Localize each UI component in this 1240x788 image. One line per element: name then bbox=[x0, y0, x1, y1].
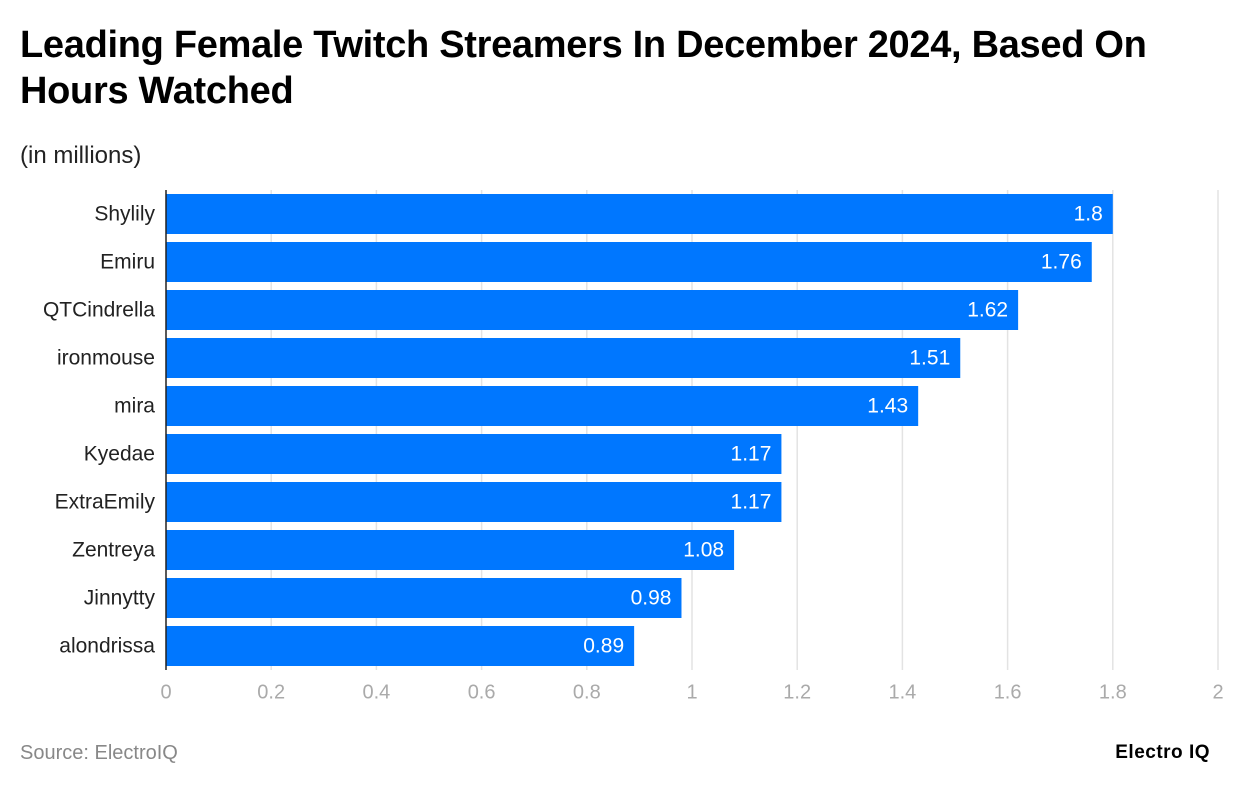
y-tick-label: ironmouse bbox=[57, 347, 155, 370]
data-label: 1.62 bbox=[967, 299, 1008, 322]
y-tick-label: Shylily bbox=[94, 203, 155, 226]
data-label: 1.08 bbox=[683, 539, 724, 562]
brand-logo: Electro IQ bbox=[1115, 742, 1210, 763]
bar bbox=[166, 194, 1113, 234]
y-tick-label: QTCindrella bbox=[43, 299, 155, 322]
x-tick-label: 0 bbox=[160, 681, 171, 703]
chart-title: Leading Female Twitch Streamers In Decem… bbox=[20, 24, 1147, 112]
y-tick-label: mira bbox=[114, 395, 155, 418]
data-label: 0.89 bbox=[583, 635, 624, 658]
data-label: 1.17 bbox=[731, 443, 772, 466]
data-label: 1.76 bbox=[1041, 251, 1082, 274]
data-label: 1.51 bbox=[909, 347, 950, 370]
bar bbox=[166, 242, 1092, 282]
y-tick-label: Kyedae bbox=[84, 443, 155, 466]
chart-subtitle: (in millions) bbox=[20, 142, 142, 169]
y-tick-label: alondrissa bbox=[59, 635, 155, 658]
y-tick-label: Zentreya bbox=[72, 539, 155, 562]
x-tick-label: 2 bbox=[1212, 681, 1223, 703]
bar bbox=[166, 626, 635, 666]
data-label: 1.43 bbox=[867, 395, 908, 418]
data-label: 1.17 bbox=[731, 491, 772, 514]
bar bbox=[166, 434, 782, 474]
x-tick-label: 1.4 bbox=[888, 681, 916, 703]
y-tick-label: ExtraEmily bbox=[55, 491, 156, 514]
x-tick-label: 1.6 bbox=[994, 681, 1022, 703]
x-tick-label: 0.2 bbox=[257, 681, 285, 703]
x-tick-label: 0.6 bbox=[468, 681, 496, 703]
bar bbox=[166, 290, 1019, 330]
bar bbox=[166, 338, 961, 378]
x-tick-label: 1.2 bbox=[783, 681, 811, 703]
y-tick-label: Jinnytty bbox=[84, 587, 156, 610]
x-tick-label: 1.8 bbox=[1099, 681, 1127, 703]
source-note: Source: ElectroIQ bbox=[20, 742, 178, 764]
bar bbox=[166, 386, 919, 426]
x-tick-label: 1 bbox=[686, 681, 697, 703]
x-tick-label: 0.8 bbox=[573, 681, 601, 703]
bar bbox=[166, 482, 782, 522]
y-tick-label: Emiru bbox=[100, 251, 155, 274]
bar bbox=[166, 578, 682, 618]
data-label: 0.98 bbox=[631, 587, 672, 610]
data-label: 1.8 bbox=[1074, 203, 1103, 226]
bar bbox=[166, 530, 735, 570]
x-tick-label: 0.4 bbox=[362, 681, 390, 703]
